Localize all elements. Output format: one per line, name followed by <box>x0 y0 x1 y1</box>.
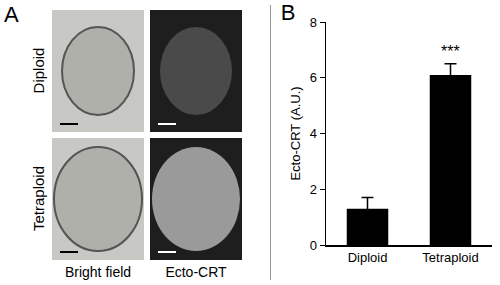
html-text:Diploid: Diploid <box>29 47 47 94</box>
html-text:Ecto-CRT: Ecto-CRT <box>165 264 227 280</box>
svg-text:8: 8 <box>310 15 317 30</box>
html-text:Bright field: Bright field <box>64 264 132 280</box>
svg-text:Diploid: Diploid <box>348 250 388 265</box>
html-text:A: A <box>4 2 19 27</box>
svg-text:0: 0 <box>310 238 317 253</box>
svg-text:Ecto-CRT (A.U.): Ecto-CRT (A.U.) <box>288 86 303 180</box>
svg-text:Tetraploid: Tetraploid <box>422 250 478 265</box>
svg-text:6: 6 <box>310 70 317 85</box>
svg-text:2: 2 <box>310 182 317 197</box>
html-text:Tetraploid: Tetraploid <box>29 166 47 231</box>
svg-text:4: 4 <box>310 126 317 141</box>
svg-text:B: B <box>281 0 296 25</box>
svg-text:***: *** <box>441 43 460 60</box>
